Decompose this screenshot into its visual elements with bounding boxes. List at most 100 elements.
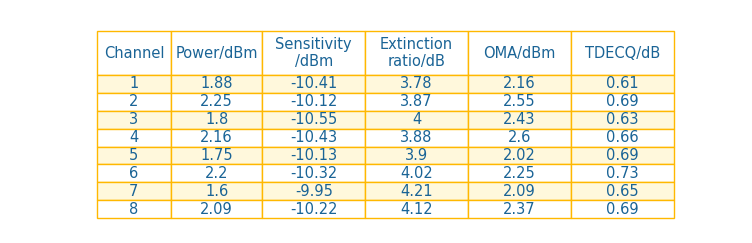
Text: OMA/dBm: OMA/dBm [484,45,556,61]
Text: 8: 8 [129,202,138,217]
Text: 4.02: 4.02 [400,166,433,181]
Text: 2.09: 2.09 [200,202,233,217]
Bar [571,31,674,75]
Text: 2.37: 2.37 [503,202,536,217]
Text: -9.95: -9.95 [295,184,332,199]
Text: -10.43: -10.43 [290,130,338,145]
Bar [365,111,468,129]
Bar [262,165,365,182]
Text: 2.16: 2.16 [200,130,233,145]
Bar [262,147,365,165]
Text: -10.22: -10.22 [290,202,338,217]
Bar [571,75,674,93]
Text: 2.6: 2.6 [508,130,531,145]
Bar [468,165,571,182]
Bar [571,93,674,111]
Bar [262,111,365,129]
Bar [468,129,571,147]
Text: 4.21: 4.21 [400,184,433,199]
Text: 1.75: 1.75 [200,148,233,163]
Text: 0.65: 0.65 [606,184,638,199]
Bar [365,129,468,147]
Text: Sensitivity
/dBm: Sensitivity /dBm [275,37,352,69]
Bar [468,93,571,111]
Bar [97,200,171,218]
Bar [365,93,468,111]
Text: -10.12: -10.12 [290,94,338,109]
Text: 2.25: 2.25 [503,166,536,181]
Text: 1.8: 1.8 [205,112,228,127]
Text: 2: 2 [129,94,138,109]
Text: 2.02: 2.02 [503,148,536,163]
Text: -10.41: -10.41 [290,77,338,91]
Bar [468,31,571,75]
Text: 4: 4 [129,130,138,145]
Bar [468,200,571,218]
Text: 3.87: 3.87 [400,94,433,109]
Text: 4.12: 4.12 [400,202,433,217]
Bar [171,111,262,129]
Bar [365,31,468,75]
Text: 0.69: 0.69 [606,94,638,109]
Bar [97,165,171,182]
Text: TDECQ/dB: TDECQ/dB [585,45,660,61]
Text: 3.78: 3.78 [400,77,433,91]
Text: Power/dBm: Power/dBm [175,45,258,61]
Text: 2.55: 2.55 [503,94,536,109]
Bar [171,165,262,182]
Bar [171,75,262,93]
Bar [571,165,674,182]
Text: 0.69: 0.69 [606,202,638,217]
Text: 2.2: 2.2 [205,166,229,181]
Text: 2.43: 2.43 [503,112,535,127]
Text: 1.6: 1.6 [205,184,228,199]
Bar [365,147,468,165]
Bar [262,75,365,93]
Text: 6: 6 [129,166,138,181]
Text: 0.61: 0.61 [606,77,638,91]
Text: 1: 1 [129,77,138,91]
Bar [97,147,171,165]
Text: 3.9: 3.9 [405,148,428,163]
Bar [571,147,674,165]
Text: 7: 7 [129,184,138,199]
Bar [171,147,262,165]
Bar [171,31,262,75]
Text: 0.73: 0.73 [606,166,638,181]
Text: 2.25: 2.25 [200,94,233,109]
Bar [262,200,365,218]
Bar [365,182,468,200]
Text: -10.13: -10.13 [290,148,338,163]
Bar [571,200,674,218]
Bar [171,200,262,218]
Text: 3: 3 [129,112,138,127]
Text: 2.09: 2.09 [503,184,536,199]
Bar [171,129,262,147]
Bar [468,75,571,93]
Bar [97,129,171,147]
Text: 0.69: 0.69 [606,148,638,163]
Bar [97,75,171,93]
Bar [468,182,571,200]
Bar [262,31,365,75]
Bar [571,182,674,200]
Text: 0.63: 0.63 [606,112,638,127]
Bar [468,147,571,165]
Bar [365,75,468,93]
Text: 5: 5 [129,148,138,163]
Text: 4: 4 [412,112,421,127]
Bar [97,182,171,200]
Bar [365,165,468,182]
Text: -10.32: -10.32 [290,166,338,181]
Text: 1.88: 1.88 [200,77,233,91]
Bar [262,129,365,147]
Text: 0.66: 0.66 [606,130,638,145]
Bar [97,111,171,129]
Bar [97,93,171,111]
Text: 3.88: 3.88 [400,130,433,145]
Text: Extinction
ratio/dB: Extinction ratio/dB [380,37,453,69]
Bar [571,111,674,129]
Text: 2.16: 2.16 [503,77,536,91]
Bar [468,111,571,129]
Bar [365,200,468,218]
